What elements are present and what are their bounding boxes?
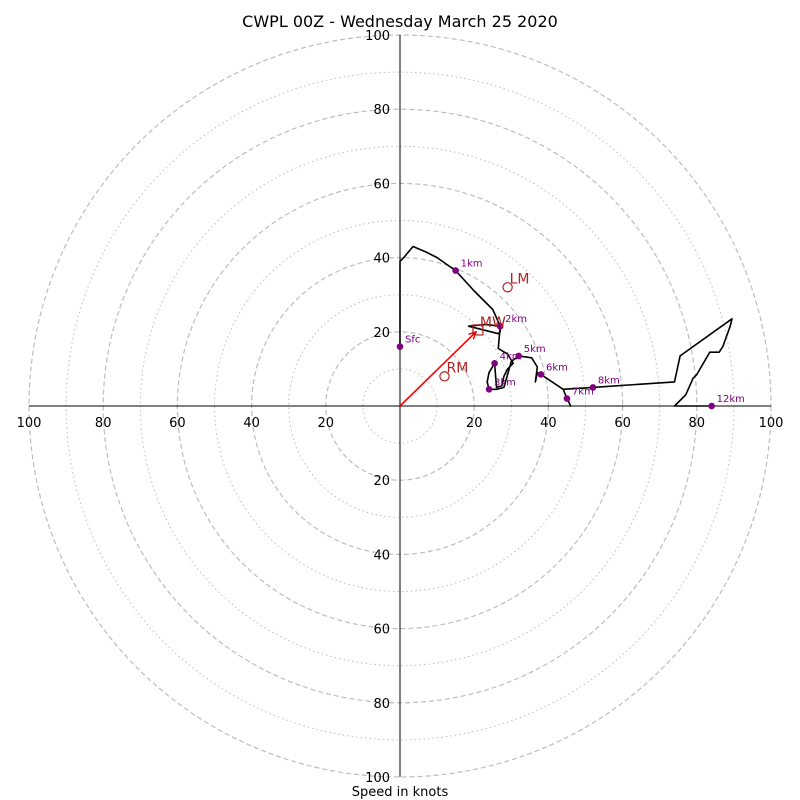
height-label-12km: 12km (717, 394, 745, 405)
y-tick-label-upper: 20 (373, 326, 390, 341)
y-tick-label-upper: 100 (365, 29, 390, 44)
height-label-7km: 7km (572, 387, 594, 398)
y-tick-label-upper: 80 (373, 103, 390, 118)
shear-vector-arrowhead (468, 330, 478, 340)
height-label-sfc: Sfc (405, 335, 420, 346)
height-label-2km: 2km (505, 314, 527, 325)
height-label-3km: 3km (494, 377, 516, 388)
height-marker-1km (452, 267, 459, 274)
height-marker-sfc (396, 343, 404, 350)
x-tick-label: 100 (759, 416, 784, 431)
height-marker-3km (485, 386, 493, 393)
shear-vector-line (399, 331, 477, 407)
x-tick-label: 40 (243, 416, 260, 431)
height-label-6km: 6km (546, 362, 568, 373)
x-tick-label: 20 (466, 416, 483, 431)
mw-label: MW (480, 315, 506, 331)
x-tick-label: 100 (17, 416, 42, 431)
height-marker-2km (496, 322, 504, 330)
x-axis-label: Speed in knots (352, 785, 449, 800)
rm-label: RM (447, 360, 469, 376)
chart-title: CWPL 00Z - Wednesday March 25 2020 (242, 12, 558, 31)
height-label-4km: 4km (500, 351, 522, 362)
x-tick-label: 80 (95, 416, 112, 431)
tick-labels: 100 80 60 40 20 20 40 60 80 100 20 40 60 80 100 20 40 60 8… (17, 29, 784, 786)
height-marker-4km (491, 360, 498, 367)
shear-vector-group (399, 330, 478, 407)
height-label-5km: 5km (524, 344, 546, 355)
x-tick-label: 60 (169, 416, 186, 431)
x-tick-label: 20 (318, 416, 335, 431)
x-tick-label: 60 (614, 416, 631, 431)
y-tick-label-lower: 100 (365, 771, 390, 786)
height-label-1km: 1km (461, 259, 483, 270)
height-marker-6km (537, 371, 545, 378)
y-tick-label-upper: 40 (373, 252, 390, 267)
height-marker-5km (515, 352, 523, 360)
lm-marker (502, 282, 513, 293)
y-tick-label-lower: 60 (373, 623, 390, 638)
y-tick-label-lower: 20 (373, 474, 390, 489)
height-label-8km: 8km (598, 375, 620, 386)
mw-marker (472, 324, 484, 336)
height-marker-8km (589, 384, 597, 391)
rm-marker (439, 371, 450, 382)
storm-motion-markers: RM LM MW (439, 271, 530, 382)
lm-label: LM (510, 271, 530, 287)
y-tick-label-lower: 80 (373, 697, 390, 712)
y-tick-label-upper: 60 (373, 177, 390, 192)
wind-trace-group (399, 245, 733, 407)
height-marker-7km (563, 395, 571, 402)
x-tick-label: 40 (540, 416, 557, 431)
height-marker-12km (708, 402, 715, 410)
x-tick-label: 80 (689, 416, 706, 431)
y-tick-label-lower: 40 (373, 548, 390, 563)
wind-trace-line (399, 245, 733, 407)
